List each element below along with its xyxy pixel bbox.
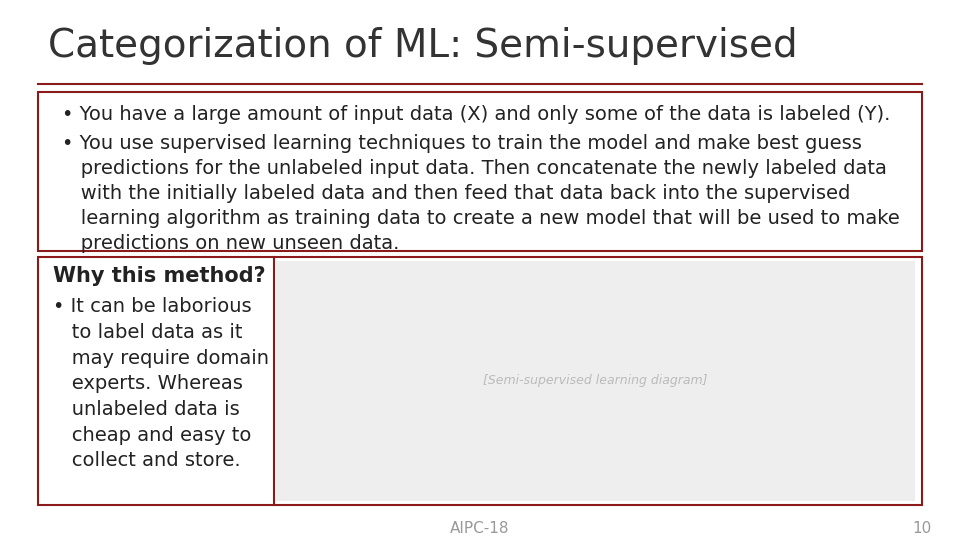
FancyBboxPatch shape <box>38 92 922 251</box>
Text: • You have a large amount of input data (X) and only some of the data is labeled: • You have a large amount of input data … <box>62 105 891 124</box>
FancyBboxPatch shape <box>38 256 922 505</box>
FancyBboxPatch shape <box>276 261 915 501</box>
Text: 10: 10 <box>912 521 931 536</box>
Text: • It can be laborious
   to label data as it
   may require domain
   experts. W: • It can be laborious to label data as i… <box>53 297 269 470</box>
Text: AIPC-18: AIPC-18 <box>450 521 510 536</box>
Text: Categorization of ML: Semi-supervised: Categorization of ML: Semi-supervised <box>48 27 798 65</box>
Text: Why this method?: Why this method? <box>53 266 265 286</box>
Text: • You use supervised learning techniques to train the model and make best guess
: • You use supervised learning techniques… <box>62 134 900 253</box>
Text: [Semi-supervised learning diagram]: [Semi-supervised learning diagram] <box>483 374 708 387</box>
